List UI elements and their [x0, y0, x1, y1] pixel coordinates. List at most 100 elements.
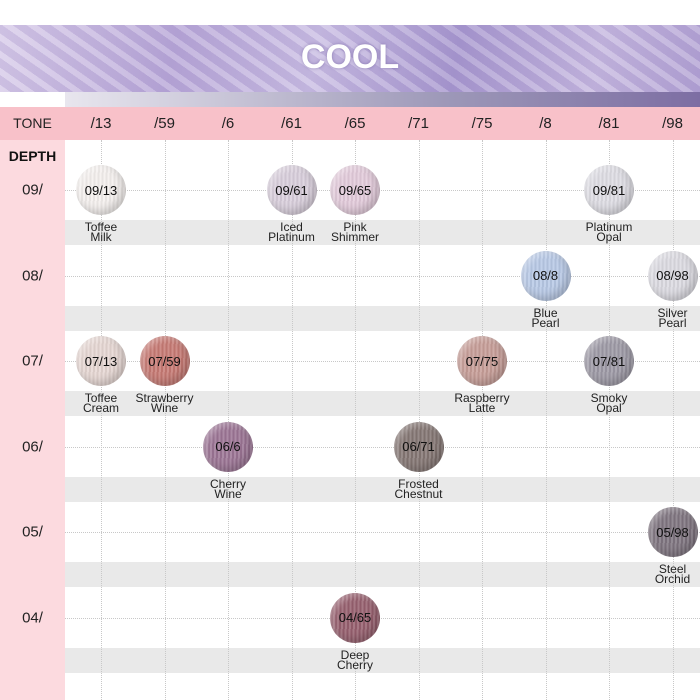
tone-column-label: /81: [598, 115, 620, 132]
grid-line-vertical: [164, 140, 166, 700]
cool-banner: [0, 25, 700, 92]
tone-column-label: /98: [662, 115, 683, 132]
tone-column-label: /8: [539, 115, 552, 132]
shade-name-line: Silver: [657, 305, 688, 320]
shade-name-line: Milk: [90, 230, 112, 244]
shade-name-line: Opal: [596, 230, 622, 244]
shade-name-line: Toffee: [84, 391, 118, 405]
shade-name-line: Steel: [658, 562, 687, 576]
color-swatch[interactable]: 09/61: [266, 165, 317, 215]
swatch-code: 09/65: [338, 182, 372, 198]
color-swatch[interactable]: 08/8: [520, 250, 571, 301]
grid-line-vertical: [482, 140, 483, 700]
color-swatch[interactable]: 04/65: [330, 592, 380, 643]
shade-name-line: Platinum: [268, 230, 315, 244]
tone-column-label: /6: [221, 115, 235, 132]
label-band: [65, 647, 700, 673]
color-swatch[interactable]: 07/75: [457, 336, 507, 386]
shade-name-line: Smoky: [590, 391, 628, 405]
grid-line-horizontal: [65, 361, 700, 362]
shade-name-line: Latte: [468, 401, 496, 415]
grid-line-horizontal: [65, 190, 700, 191]
label-band: [65, 476, 700, 502]
color-swatch[interactable]: 09/65: [330, 165, 380, 215]
depth-row-label: 09/: [22, 181, 43, 199]
swatch-code: 06/71: [402, 439, 435, 454]
tone-label: TONE: [13, 115, 52, 131]
shade-name-line: Platinum: [585, 220, 633, 234]
shade-name: Toffee Milk: [84, 220, 118, 244]
grid-line-vertical: [545, 140, 547, 700]
tone-column-label: /65: [344, 115, 366, 132]
shade-name-line: Frosted: [398, 476, 439, 491]
color-swatch[interactable]: 05/98: [647, 507, 698, 557]
shade-name-line: Pink: [343, 220, 367, 234]
depth-column: [0, 140, 65, 700]
grid-line-vertical: [101, 140, 102, 700]
grid-line-vertical: [228, 140, 229, 700]
grid-line-vertical: [355, 140, 356, 700]
shade-name-line: Cream: [82, 401, 120, 415]
grid-line-horizontal: [65, 532, 700, 533]
shade-name: Pink Shimmer: [330, 220, 380, 244]
page-title: COOL: [300, 38, 400, 76]
gradient-bar: [65, 92, 700, 107]
swatch-code: 06/6: [215, 439, 241, 454]
grid-line-vertical: [672, 140, 674, 700]
tone-column-label: /61: [281, 115, 302, 132]
label-band: [65, 305, 700, 331]
depth-row-label: 06/: [22, 438, 43, 455]
shade-name-line: Blue: [533, 305, 558, 320]
shade-name-line: Wine: [214, 486, 242, 501]
shade-name-line: Cherry: [209, 476, 247, 491]
swatch-code: 09/81: [592, 182, 626, 198]
depth-row-label: 07/: [22, 352, 43, 370]
color-swatch[interactable]: 07/59: [139, 336, 190, 386]
color-swatch[interactable]: 09/81: [584, 165, 634, 215]
grid-line-horizontal: [65, 446, 700, 448]
shade-name: Cherry Wine: [209, 476, 247, 501]
grid-line-vertical: [291, 140, 293, 700]
tone-column-label: /71: [408, 115, 429, 132]
color-swatch[interactable]: 08/98: [647, 250, 698, 301]
grid-line-horizontal: [65, 275, 700, 277]
swatch-code: 07/13: [84, 353, 118, 369]
shade-name: Steel Orchid: [654, 562, 691, 586]
swatch-code: 08/8: [532, 268, 559, 283]
color-swatch[interactable]: 06/6: [203, 421, 253, 472]
swatch-code: 08/98: [656, 268, 689, 283]
shade-name: Strawberry Wine: [135, 392, 193, 415]
color-swatch[interactable]: 06/71: [393, 421, 444, 472]
shade-name-line: Raspberry: [454, 391, 510, 405]
shade-name: Frosted Chestnut: [394, 476, 443, 501]
depth-row-label: 04/: [22, 609, 43, 626]
shade-name: Toffee Cream: [82, 391, 120, 415]
grid-line-horizontal: [65, 617, 700, 619]
color-swatch[interactable]: 09/13: [76, 165, 126, 215]
swatch-code: 05/98: [656, 524, 689, 540]
swatch-code: 09/61: [275, 182, 308, 198]
label-band: [65, 562, 700, 587]
color-swatch[interactable]: 07/13: [76, 336, 126, 386]
shade-name-line: Wine: [150, 401, 179, 415]
depth-label: DEPTH: [8, 148, 57, 164]
color-swatch[interactable]: 07/81: [584, 336, 634, 386]
shade-name: Smoky Opal: [590, 391, 628, 414]
depth-row-label: 05/: [22, 523, 43, 541]
shade-name: Deep Cherry: [337, 649, 373, 671]
shade-name-line: Toffee: [84, 220, 118, 234]
tone-column-label: /75: [471, 115, 493, 132]
shade-name: Blue Pearl: [531, 305, 559, 329]
shade-name: Silver Pearl: [657, 305, 688, 330]
grid-line-vertical: [418, 140, 420, 700]
shade-name-line: Chestnut: [394, 486, 443, 501]
shade-name-line: Pearl: [658, 315, 687, 330]
shade-name-line: Iced: [280, 220, 303, 234]
swatch-code: 09/13: [84, 182, 118, 198]
shade-name: Platinum Opal: [585, 220, 633, 244]
shade-name-line: Shimmer: [330, 230, 380, 244]
swatch-code: 07/75: [465, 353, 499, 369]
shade-name-line: Orchid: [654, 572, 691, 586]
tone-column-label: /59: [154, 115, 175, 132]
label-band: [65, 391, 700, 416]
